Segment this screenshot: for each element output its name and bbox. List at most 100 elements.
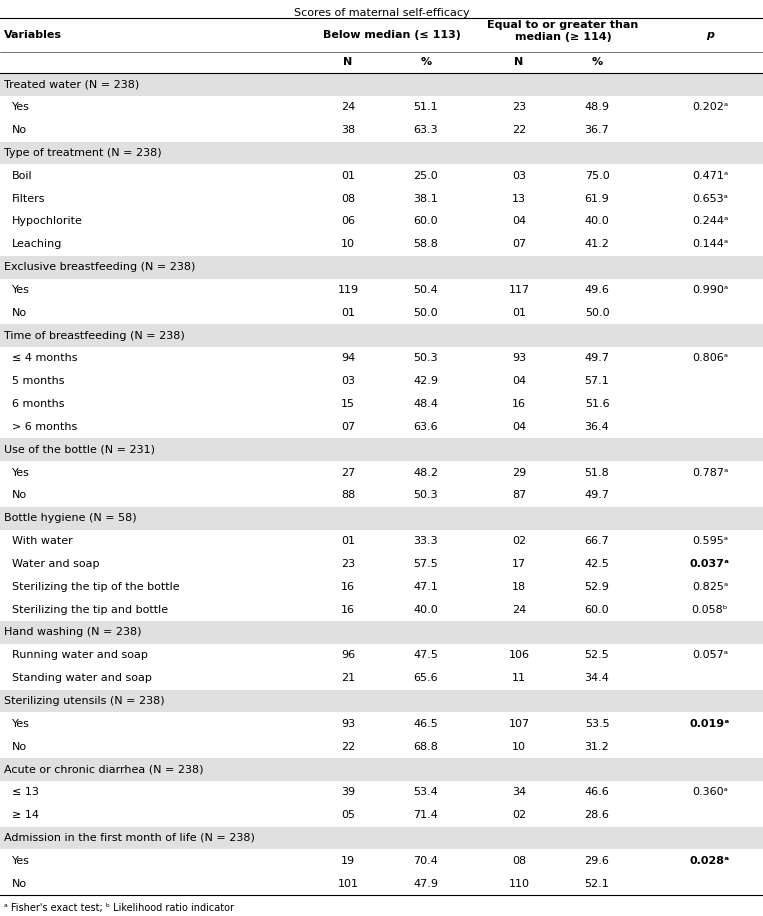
Bar xyxy=(0,736,763,758)
Text: N: N xyxy=(343,57,353,67)
Text: > 6 months: > 6 months xyxy=(12,422,77,432)
Text: 96: 96 xyxy=(341,650,355,660)
Text: 19: 19 xyxy=(341,856,355,866)
Text: 0.653ᵃ: 0.653ᵃ xyxy=(692,193,728,203)
Text: 5 months: 5 months xyxy=(12,376,65,387)
Bar xyxy=(0,529,763,552)
Text: 65.6: 65.6 xyxy=(414,673,438,683)
Text: No: No xyxy=(12,878,27,889)
Text: 16: 16 xyxy=(512,399,526,409)
Text: 61.9: 61.9 xyxy=(584,193,610,203)
Text: 48.4: 48.4 xyxy=(414,399,439,409)
Text: 42.9: 42.9 xyxy=(414,376,439,387)
Bar xyxy=(0,872,763,895)
Text: 0.019ᵃ: 0.019ᵃ xyxy=(690,719,730,729)
Text: 24: 24 xyxy=(341,103,355,113)
Text: 03: 03 xyxy=(341,376,355,387)
Text: 117: 117 xyxy=(508,285,530,295)
Text: 16: 16 xyxy=(341,582,355,592)
Bar xyxy=(0,233,763,256)
Text: 11: 11 xyxy=(512,673,526,683)
Text: 88: 88 xyxy=(341,490,355,500)
Text: 03: 03 xyxy=(512,170,526,180)
Text: Leaching: Leaching xyxy=(12,239,63,249)
Text: 49.7: 49.7 xyxy=(584,354,610,364)
Text: 18: 18 xyxy=(512,582,526,592)
Text: ᵃ Fisher's exact test; ᵇ Likelihood ratio indicator: ᵃ Fisher's exact test; ᵇ Likelihood rati… xyxy=(4,903,234,913)
Text: 0.202ᵃ: 0.202ᵃ xyxy=(692,103,728,113)
Text: 29: 29 xyxy=(512,467,526,477)
Text: 57.5: 57.5 xyxy=(414,559,439,569)
Text: 0.028ᵃ: 0.028ᵃ xyxy=(690,856,730,866)
Text: 0.057ᵃ: 0.057ᵃ xyxy=(692,650,728,660)
Text: 01: 01 xyxy=(341,536,355,546)
Text: 0.787ᵃ: 0.787ᵃ xyxy=(692,467,728,477)
Text: 41.2: 41.2 xyxy=(584,239,610,249)
Text: 0.471ᵃ: 0.471ᵃ xyxy=(692,170,728,180)
Text: 51.6: 51.6 xyxy=(584,399,610,409)
Text: Sterilizing the tip and bottle: Sterilizing the tip and bottle xyxy=(12,605,168,615)
Bar xyxy=(0,73,763,96)
Text: Scores of maternal self-efficacy: Scores of maternal self-efficacy xyxy=(294,8,469,18)
Text: 70.4: 70.4 xyxy=(414,856,439,866)
Text: 60.0: 60.0 xyxy=(584,605,610,615)
Bar xyxy=(0,780,763,803)
Text: 47.5: 47.5 xyxy=(414,650,439,660)
Bar xyxy=(0,141,763,164)
Text: 63.6: 63.6 xyxy=(414,422,438,432)
Text: 50.0: 50.0 xyxy=(414,308,438,318)
Text: 52.1: 52.1 xyxy=(584,878,610,889)
Text: 07: 07 xyxy=(341,422,355,432)
Text: 05: 05 xyxy=(341,810,355,820)
Text: 46.6: 46.6 xyxy=(584,787,610,797)
Text: 0.595ᵃ: 0.595ᵃ xyxy=(692,536,728,546)
Bar xyxy=(0,621,763,644)
Text: 29.6: 29.6 xyxy=(584,856,610,866)
Bar xyxy=(0,347,763,370)
Text: 07: 07 xyxy=(512,239,526,249)
Text: 24: 24 xyxy=(512,605,526,615)
Text: 93: 93 xyxy=(341,719,355,729)
Text: Standing water and soap: Standing water and soap xyxy=(12,673,152,683)
Text: No: No xyxy=(12,308,27,318)
Text: 02: 02 xyxy=(512,810,526,820)
Bar xyxy=(0,507,763,529)
Text: 38.1: 38.1 xyxy=(414,193,439,203)
Text: Hand washing (N = 238): Hand washing (N = 238) xyxy=(4,627,141,638)
Text: ≥ 14: ≥ 14 xyxy=(12,810,39,820)
Text: 23: 23 xyxy=(512,103,526,113)
Bar xyxy=(0,256,763,278)
Text: 107: 107 xyxy=(508,719,530,729)
Text: 0.806ᵃ: 0.806ᵃ xyxy=(692,354,728,364)
Text: Equal to or greater than
median (≥ 114): Equal to or greater than median (≥ 114) xyxy=(488,20,639,42)
Text: 01: 01 xyxy=(341,308,355,318)
Text: 119: 119 xyxy=(337,285,359,295)
Bar xyxy=(0,484,763,507)
Bar xyxy=(0,713,763,736)
Text: Yes: Yes xyxy=(12,103,30,113)
Bar xyxy=(0,301,763,324)
Bar xyxy=(0,393,763,416)
Text: 57.1: 57.1 xyxy=(584,376,610,387)
Text: Acute or chronic diarrhea (N = 238): Acute or chronic diarrhea (N = 238) xyxy=(4,765,204,774)
Text: 27: 27 xyxy=(341,467,355,477)
Text: 23: 23 xyxy=(341,559,355,569)
Text: 87: 87 xyxy=(512,490,526,500)
Text: 15: 15 xyxy=(341,399,355,409)
Text: No: No xyxy=(12,742,27,752)
Text: Yes: Yes xyxy=(12,285,30,295)
Text: 47.1: 47.1 xyxy=(414,582,439,592)
Text: 36.4: 36.4 xyxy=(584,422,610,432)
Bar xyxy=(0,210,763,233)
Text: Exclusive breastfeeding (N = 238): Exclusive breastfeeding (N = 238) xyxy=(4,262,195,272)
Text: 22: 22 xyxy=(341,742,355,752)
Text: Time of breastfeeding (N = 238): Time of breastfeeding (N = 238) xyxy=(4,331,185,341)
Text: 38: 38 xyxy=(341,125,355,135)
Text: Hypochlorite: Hypochlorite xyxy=(12,216,83,226)
Bar xyxy=(0,849,763,872)
Text: 94: 94 xyxy=(341,354,355,364)
Text: 0.825ᵃ: 0.825ᵃ xyxy=(692,582,728,592)
Text: 66.7: 66.7 xyxy=(584,536,610,546)
Text: 68.8: 68.8 xyxy=(414,742,439,752)
Bar xyxy=(0,667,763,690)
